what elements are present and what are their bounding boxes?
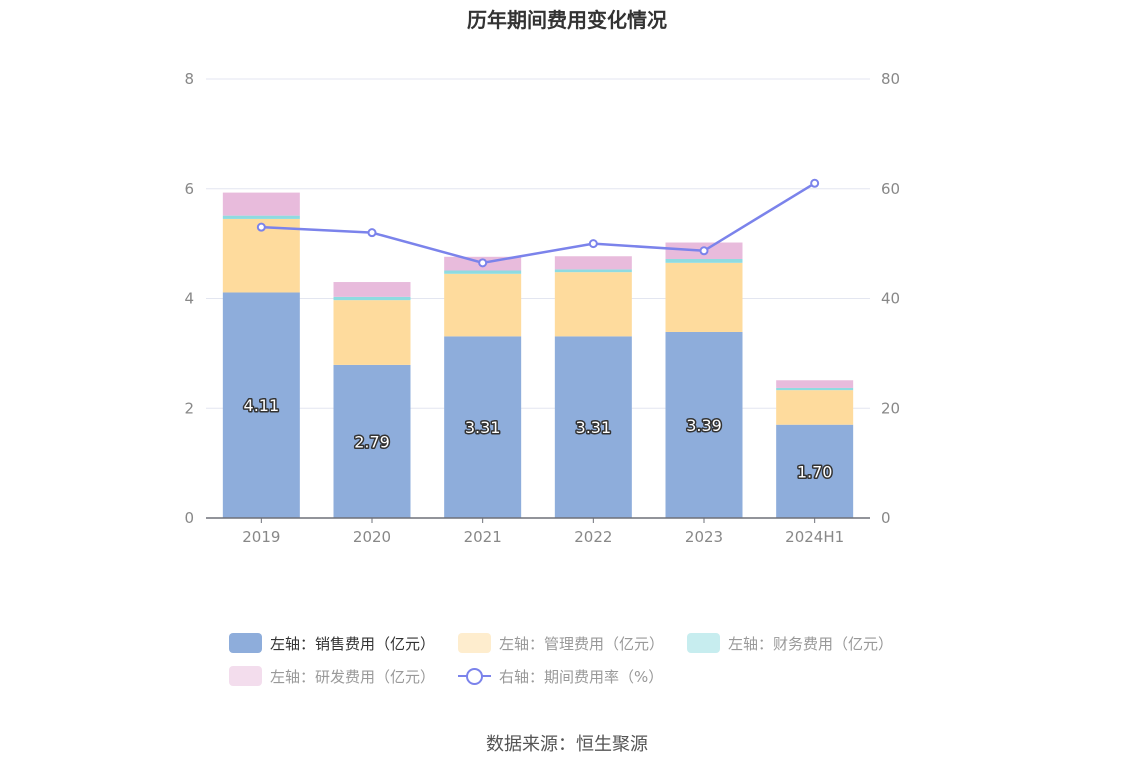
right-tick-label: 40 [881,290,900,308]
rate-point [588,239,598,249]
bar-value-label: 3.39 [686,416,722,435]
bar-segment [222,192,300,216]
left-tick-label: 2 [184,399,194,417]
legend-swatch [229,666,262,686]
right-tick-label: 0 [881,509,891,527]
x-tick-label: 2019 [242,528,280,546]
bar-value-label: 3.31 [465,418,501,437]
source-note: 数据来源：恒生聚源 [486,734,648,755]
bar-segment [776,424,854,518]
rate-point [810,178,820,188]
rate-point [367,228,377,238]
bar-segment [776,380,854,388]
left-tick-label: 4 [184,290,194,308]
bar-segment [333,282,411,297]
bar-segment [665,262,743,332]
bar-segment [444,336,522,518]
bar-segment [554,336,632,518]
x-tick-label: 2023 [685,528,723,546]
bar-value-label: 4.11 [244,396,280,415]
bar-segment [665,258,743,263]
legend-swatch [687,633,720,653]
chart-plot-area: 0 2 4 6 8 0 20 40 60 80 2019 2020 2021 2022 2023 2024… [184,70,900,546]
bar-segment [444,273,522,337]
right-tick-label: 80 [881,70,900,88]
bar-segment [665,331,743,518]
right-axis: 0 20 40 60 80 [881,70,900,527]
bars [222,192,854,518]
legend-swatch [458,633,491,653]
x-tick-label: 2020 [353,528,391,546]
legend-item[interactable]: 左轴：研发费用（亿元） [229,663,435,689]
bar-segment [333,300,411,365]
legend-item[interactable]: 左轴：销售费用（亿元） [229,630,435,656]
legend-label: 左轴：财务费用（亿元） [728,634,894,653]
x-axis: 2019 2020 2021 2022 2023 2024H1 [206,517,870,546]
data-labels: 4.11 2.79 3.31 3.31 3.39 1.70 [242,395,834,483]
rate-line [261,182,816,265]
rate-line-series [256,178,820,268]
bar-value-label: 2.79 [354,432,390,451]
x-tick-label: 2022 [574,528,612,546]
rate-point [256,222,266,232]
left-axis: 0 2 4 6 8 [184,70,194,527]
legend-swatch [229,633,262,653]
bar-segment [554,272,632,337]
gridlines [206,78,870,409]
bar-value-label: 3.31 [576,418,612,437]
left-tick-label: 0 [184,509,194,527]
legend-label: 右轴：期间费用率（%） [499,667,664,686]
chart-title: 历年期间费用变化情况 [467,8,667,32]
x-tick-label: 2021 [464,528,502,546]
left-tick-label: 6 [184,180,194,198]
bar-segment [333,296,411,301]
bar-segment [444,270,522,274]
bar-segment [554,269,632,273]
legend-item[interactable]: 左轴：财务费用（亿元） [687,630,893,656]
legend-label: 左轴：研发费用（亿元） [270,667,436,686]
rate-point [699,246,709,256]
legend-item[interactable]: 右轴：期间费用率（%） [458,663,663,689]
right-tick-label: 20 [881,399,900,417]
bar-segment [776,390,854,425]
bar-segment [222,292,300,518]
legend-item[interactable]: 左轴：管理费用（亿元） [458,630,664,656]
bar-segment [554,256,632,270]
legend-label: 左轴：管理费用（亿元） [499,634,665,653]
bar-segment [776,387,854,391]
bar-segment [333,364,411,518]
right-tick-label: 60 [881,180,900,198]
x-tick-label: 2024H1 [785,528,844,546]
bar-value-label: 1.70 [797,462,833,481]
legend-line-marker [458,666,491,686]
rate-point [478,258,488,268]
legend-label: 左轴：销售费用（亿元） [270,634,436,653]
left-tick-label: 8 [184,70,194,88]
bar-segment [222,215,300,219]
